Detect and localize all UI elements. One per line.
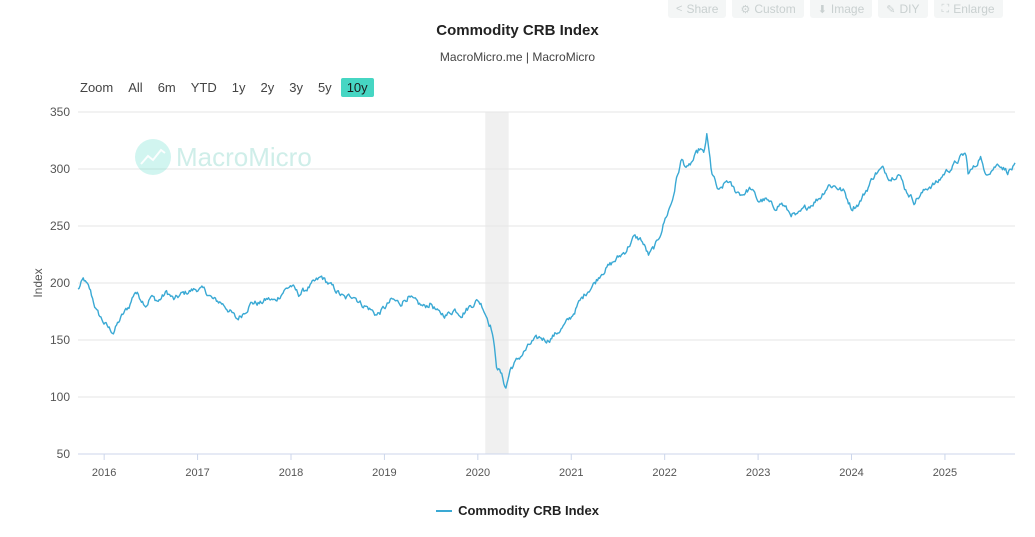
chart-area: MacroMicro 50 100 150 200 250 300 350 2016 2017… (0, 0, 1035, 537)
x-tick-label: 2022 (652, 467, 676, 479)
legend-swatch (436, 510, 452, 512)
x-axis-ticks: 2016 2017 2018 2019 2020 2021 2022 2023 2024 2025 (78, 454, 1015, 479)
watermark: MacroMicro (135, 139, 312, 175)
x-tick-label: 2025 (933, 467, 957, 479)
watermark-text: MacroMicro (176, 142, 312, 172)
y-axis-ticks: 50 100 150 200 250 300 350 (50, 105, 70, 461)
y-tick-label: 300 (50, 162, 70, 176)
y-tick-label: 50 (57, 447, 71, 461)
watermark-logo-icon (135, 139, 171, 175)
x-tick-label: 2023 (746, 467, 770, 479)
y-tick-label: 250 (50, 219, 70, 233)
x-tick-label: 2018 (279, 467, 303, 479)
x-tick-label: 2017 (185, 467, 209, 479)
y-tick-label: 150 (50, 333, 70, 347)
x-tick-label: 2024 (839, 467, 863, 479)
x-tick-label: 2019 (372, 467, 396, 479)
y-axis-title: Index (31, 268, 45, 297)
y-tick-label: 350 (50, 105, 70, 119)
y-tick-label: 200 (50, 276, 70, 290)
legend-label: Commodity CRB Index (458, 503, 599, 518)
y-tick-label: 100 (50, 390, 70, 404)
x-tick-label: 2020 (466, 467, 490, 479)
legend[interactable]: Commodity CRB Index (0, 503, 1035, 518)
x-tick-label: 2021 (559, 467, 583, 479)
x-tick-label: 2016 (92, 467, 116, 479)
